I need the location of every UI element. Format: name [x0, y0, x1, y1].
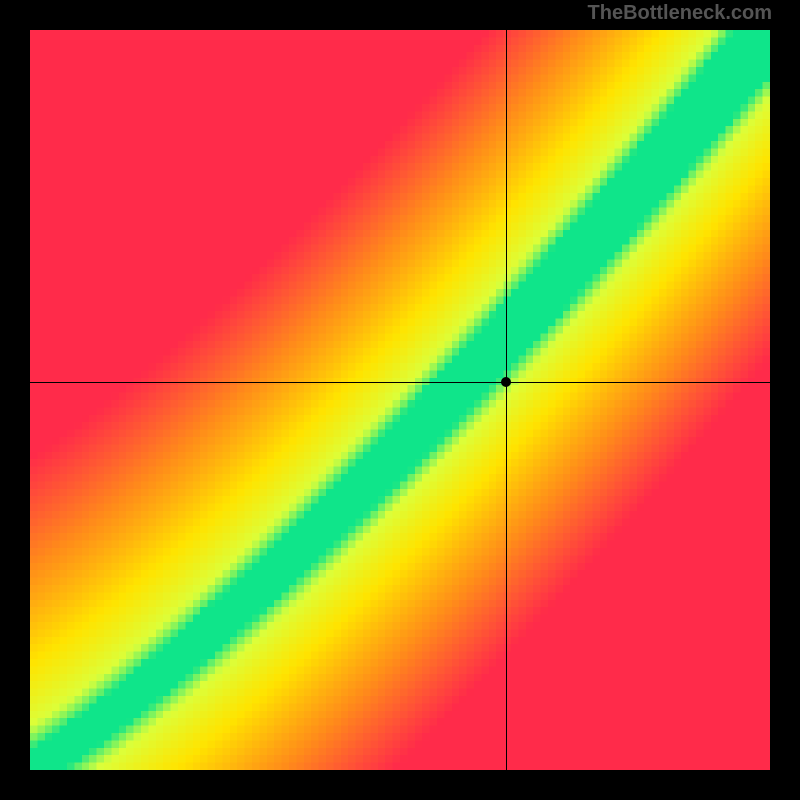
crosshair-horizontal [30, 382, 770, 383]
watermark-text: TheBottleneck.com [588, 2, 772, 25]
crosshair-vertical [506, 30, 507, 770]
heatmap-plot [30, 30, 770, 770]
crosshair-marker-dot [501, 377, 511, 387]
heatmap-canvas [30, 30, 770, 770]
